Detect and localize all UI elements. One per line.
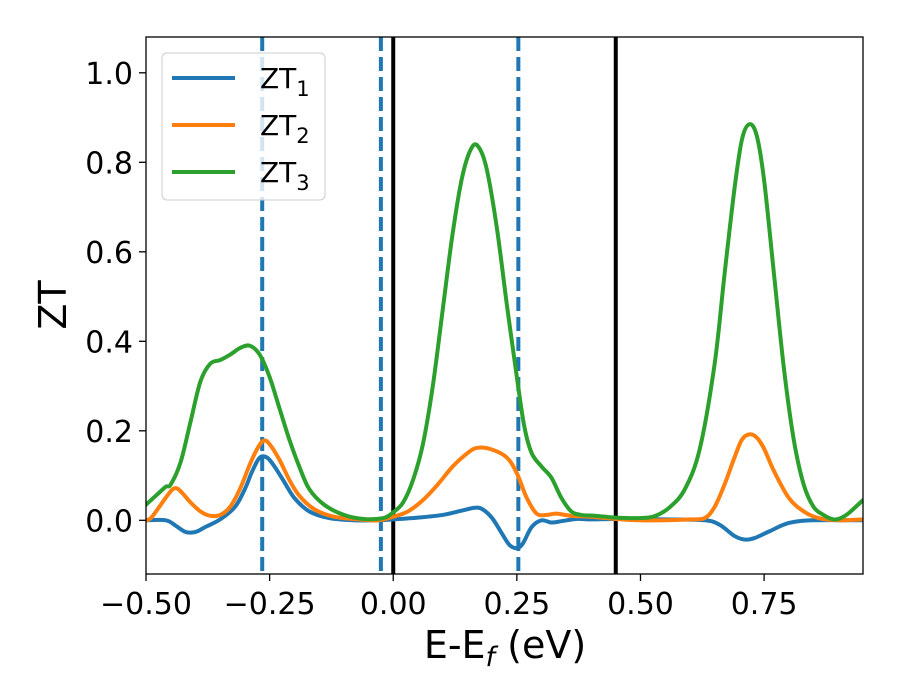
legend-label-zt1: ZT1 xyxy=(260,62,310,101)
series-line-zt1 xyxy=(146,454,863,551)
y-tick-label: 0.4 xyxy=(85,325,133,360)
legend-label-zt3: ZT3 xyxy=(260,156,310,195)
x-tick-label: 0.75 xyxy=(731,587,798,622)
x-tick-label: 0.25 xyxy=(483,587,550,622)
y-tick-label: 0.8 xyxy=(85,146,133,181)
series-line-zt3 xyxy=(146,122,863,522)
legend: ZT1 ZT2 ZT3 xyxy=(161,52,326,201)
legend-box xyxy=(161,52,326,201)
y-tick-label: 0.0 xyxy=(85,504,133,539)
series-line-zt2 xyxy=(146,432,863,523)
y-tick-label: 0.2 xyxy=(85,415,133,450)
y-axis-ticks: 0.0 0.2 0.4 0.6 0.8 1.0 xyxy=(85,57,146,539)
x-axis-ticks: −0.50 −0.25 0.00 0.25 0.50 0.75 xyxy=(100,574,798,622)
x-tick-label: −0.25 xyxy=(224,587,316,622)
x-axis-title: E-Ef (eV) xyxy=(424,623,586,673)
y-tick-label: 1.0 xyxy=(85,57,133,92)
x-tick-label: 0.00 xyxy=(360,587,427,622)
y-tick-label: 0.6 xyxy=(85,236,133,271)
series-lines xyxy=(146,122,863,551)
x-tick-label: 0.50 xyxy=(607,587,674,622)
plot-frame xyxy=(145,36,864,575)
y-axis-title: ZT xyxy=(31,280,75,330)
legend-label-zt2: ZT2 xyxy=(260,109,310,148)
x-tick-label: −0.50 xyxy=(100,587,192,622)
